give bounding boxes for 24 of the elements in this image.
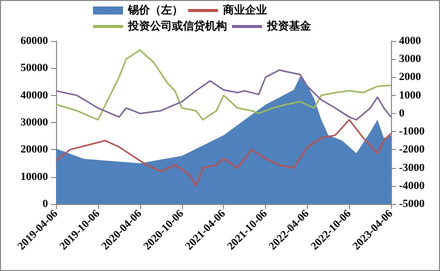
line-series bbox=[55, 119, 392, 187]
legend-label: 投资公司或信贷机构 bbox=[127, 20, 227, 32]
y-tick-label: 30000 bbox=[20, 116, 48, 128]
y2-tick-label: 3000 bbox=[399, 53, 422, 66]
y-tick-label: 20000 bbox=[20, 144, 48, 156]
y2-tick-label: -3000 bbox=[399, 162, 426, 174]
y2-tick-label: 0 bbox=[399, 107, 405, 120]
y-tick-label: 0 bbox=[42, 198, 48, 210]
y2-tick-label: -1000 bbox=[399, 126, 426, 138]
y-tick-label: 10000 bbox=[20, 170, 48, 183]
y2-tick-label: -5000 bbox=[399, 198, 426, 210]
legend-label: 投资基金 bbox=[266, 20, 312, 32]
line-series bbox=[55, 49, 392, 121]
y2-tick-label: -2000 bbox=[399, 144, 426, 156]
y2-tick-label: -4000 bbox=[399, 180, 426, 192]
y-tick-label: 60000 bbox=[20, 35, 48, 47]
y-tick-label: 40000 bbox=[20, 89, 48, 102]
y2-tick-label: 2000 bbox=[399, 71, 422, 84]
y2-tick-label: 4000 bbox=[399, 35, 422, 47]
legend-label: 锡价（左） bbox=[127, 4, 183, 16]
y2-tick-label: 1000 bbox=[399, 89, 422, 102]
y-tick-label: 50000 bbox=[20, 62, 48, 74]
line-series bbox=[55, 69, 392, 121]
legend-label: 商业企业 bbox=[222, 4, 267, 16]
